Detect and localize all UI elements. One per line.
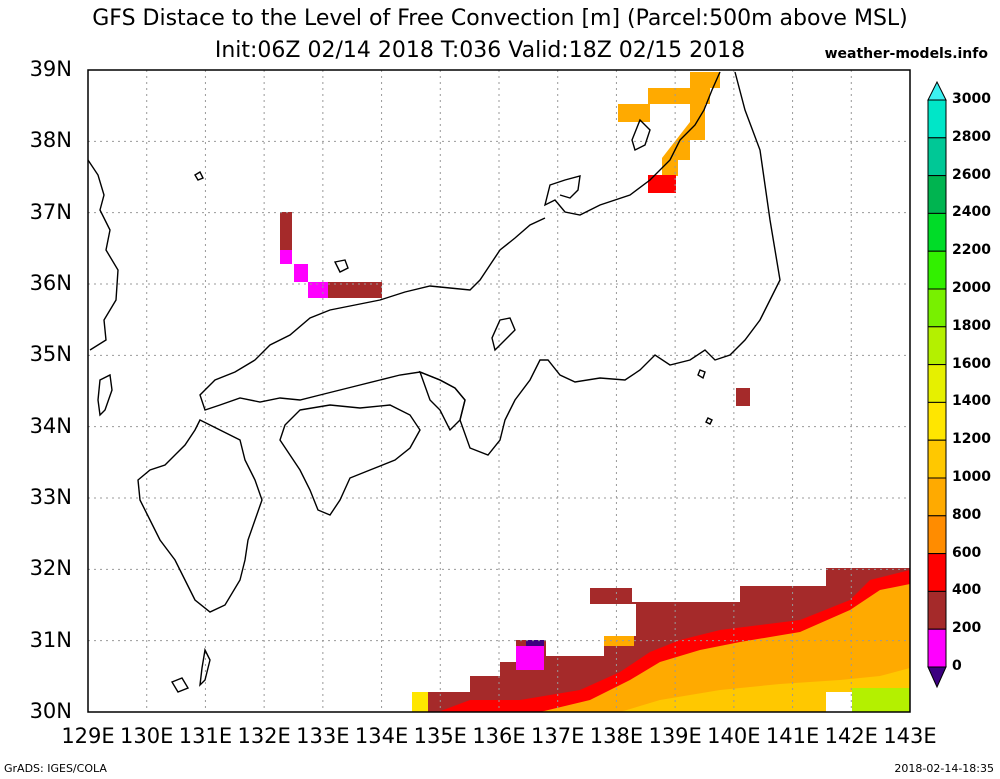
lat-label: 30N bbox=[29, 699, 72, 723]
lat-label: 39N bbox=[29, 57, 72, 81]
lon-label: 130E bbox=[120, 724, 174, 748]
colorbar-label: 2600 bbox=[952, 166, 991, 183]
colorbar-label: 2200 bbox=[952, 242, 991, 259]
lon-label: 137E bbox=[531, 724, 585, 748]
coast-yakushima bbox=[170, 677, 190, 693]
colorbar-swatch bbox=[927, 99, 947, 139]
lon-label: 129E bbox=[61, 724, 115, 748]
colorbar-swatch bbox=[927, 515, 947, 555]
lon-label: 143E bbox=[883, 724, 937, 748]
colorbar-swatch bbox=[927, 250, 947, 290]
colorbar-swatch bbox=[927, 628, 947, 668]
colorbar-swatch bbox=[927, 137, 947, 177]
coast-kii bbox=[418, 370, 466, 432]
colorbar-label: 1200 bbox=[952, 431, 991, 448]
lon-label: 131E bbox=[178, 724, 233, 748]
lon-label: 133E bbox=[296, 724, 350, 748]
lat-label: 36N bbox=[29, 271, 72, 295]
coast-izu-2 bbox=[705, 417, 713, 425]
patch-orange-north bbox=[618, 72, 720, 176]
colorbar-swatch bbox=[927, 439, 947, 479]
coast-uki bbox=[194, 171, 204, 181]
coast-noto bbox=[491, 317, 516, 352]
lat-label: 33N bbox=[29, 485, 72, 509]
colorbar-label: 2000 bbox=[952, 280, 991, 296]
coast-tsushima bbox=[97, 373, 113, 417]
patch-brown-west-2 bbox=[328, 282, 382, 298]
colorbar bbox=[927, 80, 947, 689]
colorbar-swatch bbox=[927, 590, 947, 630]
patch-yellow-left bbox=[412, 692, 428, 712]
lat-label: 38N bbox=[29, 128, 72, 153]
footer-right: 2018-02-14-18:35 bbox=[894, 762, 994, 775]
patch-orange-left bbox=[604, 636, 634, 646]
lat-label: 32N bbox=[29, 556, 72, 581]
colorbar-swatch bbox=[927, 553, 947, 592]
coast-honshu-north bbox=[543, 71, 721, 216]
colorbar-label: 400 bbox=[952, 582, 982, 599]
site-label: weather-models.info bbox=[824, 46, 988, 62]
colorbar-label: 800 bbox=[952, 506, 982, 523]
colorbar-label: 1800 bbox=[952, 317, 991, 334]
colorbar-swatch bbox=[927, 326, 947, 366]
colorbar-bottom-arrow bbox=[927, 666, 947, 689]
lon-label: 135E bbox=[413, 724, 467, 748]
coast-tanegashima bbox=[199, 647, 211, 687]
patch-orange-south bbox=[540, 584, 910, 712]
patch-red-north bbox=[648, 175, 676, 193]
coast-sado bbox=[631, 118, 651, 151]
lat-label: 31N bbox=[29, 627, 72, 652]
colorbar-label: 1600 bbox=[952, 355, 991, 372]
colorbar-label: 3000 bbox=[952, 91, 991, 107]
grid-lines bbox=[88, 70, 910, 712]
colorbar-top-arrow bbox=[927, 80, 947, 101]
lon-label: 134E bbox=[354, 724, 409, 748]
lon-label: 141E bbox=[765, 724, 820, 748]
colorbar-swatch bbox=[927, 175, 947, 214]
coast-kyushu bbox=[137, 419, 263, 613]
colorbar-label: 2800 bbox=[952, 128, 991, 145]
colorbar-swatch bbox=[927, 212, 947, 252]
plot-frame bbox=[87, 69, 911, 713]
coast-oki bbox=[333, 259, 349, 273]
patch-brown-west-1 bbox=[280, 212, 292, 250]
lat-label: 37N bbox=[29, 199, 72, 224]
footer-left: GrADS: IGES/COLA bbox=[4, 762, 107, 775]
lon-label: 139E bbox=[648, 724, 702, 748]
colorbar-swatch bbox=[927, 401, 947, 441]
colorbar-swatch bbox=[927, 364, 947, 403]
chart-subtitle: Init:06Z 02/14 2018 T:036 Valid:18Z 02/1… bbox=[214, 38, 746, 63]
coast-korea bbox=[87, 159, 119, 351]
patch-white-gap bbox=[826, 692, 852, 712]
lon-label: 138E bbox=[589, 724, 644, 748]
colorbar-label: 0 bbox=[952, 658, 962, 674]
lat-label: 34N bbox=[29, 413, 72, 438]
lat-label: 35N bbox=[29, 342, 72, 367]
colorbar-swatch bbox=[927, 288, 947, 328]
lon-label: 142E bbox=[824, 724, 878, 748]
patch-magenta-west-1 bbox=[280, 250, 292, 264]
chart-title: GFS Distace to the Level of Free Convect… bbox=[92, 6, 908, 31]
coast-izu-1 bbox=[697, 369, 706, 380]
patch-purple-south bbox=[526, 640, 544, 650]
lon-label: 136E bbox=[472, 724, 526, 748]
colorbar-label: 1400 bbox=[952, 393, 991, 410]
colorbar-label: 2400 bbox=[952, 204, 991, 221]
lon-label: 140E bbox=[707, 724, 761, 748]
field-patches bbox=[280, 72, 910, 712]
patch-brown-east bbox=[736, 388, 750, 406]
patch-magenta-south bbox=[516, 646, 544, 670]
lon-label: 132E bbox=[237, 724, 291, 748]
colorbar-label: 200 bbox=[952, 620, 982, 637]
coastlines bbox=[87, 71, 781, 693]
patch-magenta-west-2 bbox=[294, 264, 308, 282]
colorbar-label: 600 bbox=[952, 544, 982, 561]
colorbar-swatch bbox=[927, 477, 947, 517]
patch-green-south bbox=[852, 688, 910, 712]
coast-shikoku bbox=[279, 404, 421, 516]
colorbar-label: 1000 bbox=[952, 469, 991, 485]
